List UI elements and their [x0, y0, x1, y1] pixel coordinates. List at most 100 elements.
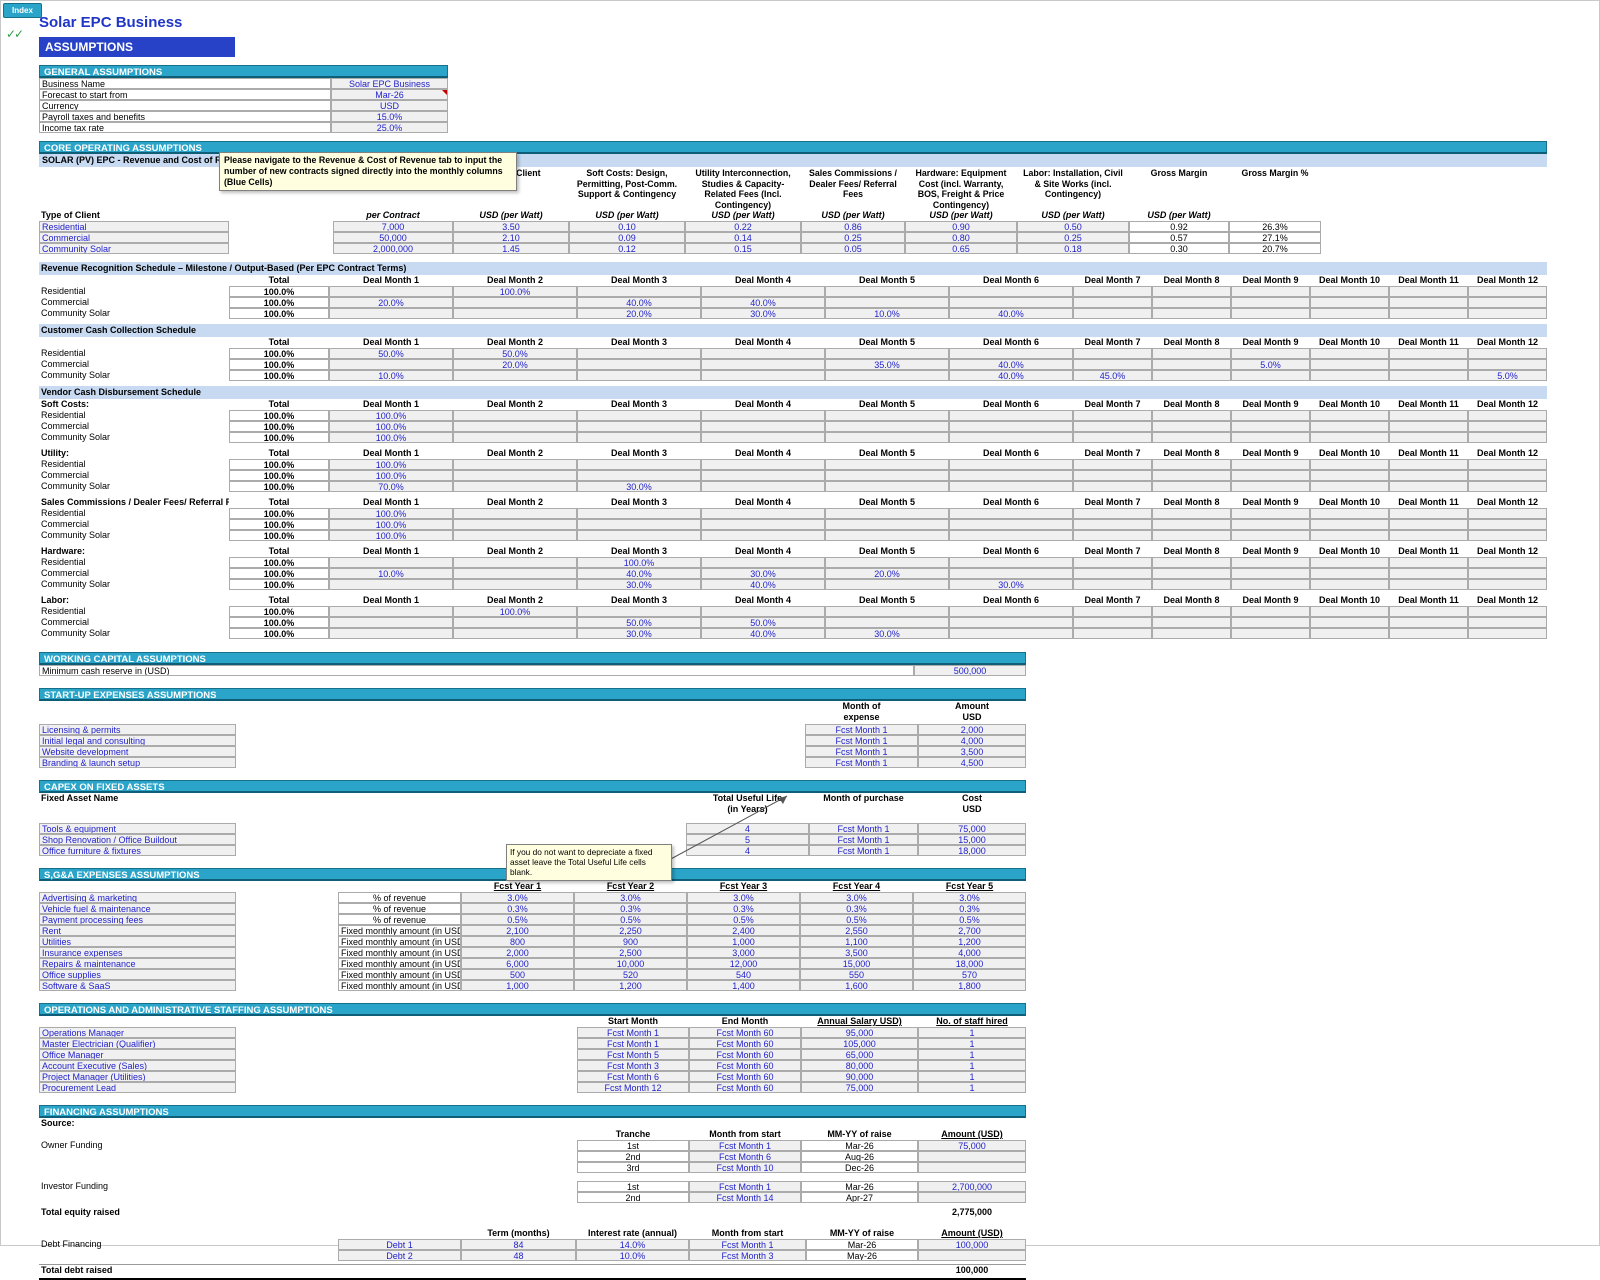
end-month-value[interactable]: Fcst Month 60	[689, 1082, 801, 1094]
month-value[interactable]	[1073, 508, 1152, 520]
month-value[interactable]	[1310, 286, 1389, 298]
cell-value[interactable]: 50,000	[333, 232, 453, 244]
month-value[interactable]: 100.0%	[453, 606, 577, 618]
month-value[interactable]	[1231, 470, 1310, 482]
month-value[interactable]: 100.0%	[329, 508, 453, 520]
month-value[interactable]	[1152, 579, 1231, 591]
year-value[interactable]: 1,000	[687, 936, 800, 948]
month-value[interactable]	[1310, 432, 1389, 444]
cost-value[interactable]: 75,000	[918, 823, 1026, 835]
month-value[interactable]	[825, 286, 949, 298]
month-value[interactable]	[453, 481, 577, 493]
month-value[interactable]	[1152, 308, 1231, 320]
month-value[interactable]	[1389, 628, 1468, 640]
month-value[interactable]	[453, 370, 577, 382]
month-value[interactable]	[453, 628, 577, 640]
row-label[interactable]: Repairs & maintenance	[39, 958, 236, 970]
end-month-value[interactable]: Fcst Month 60	[689, 1060, 801, 1072]
cell-value[interactable]: 15.0%	[331, 111, 448, 122]
month-value[interactable]	[1310, 459, 1389, 471]
month-value[interactable]: 40.0%	[701, 297, 825, 309]
month-value[interactable]	[1310, 481, 1389, 493]
year-value[interactable]: 18,000	[913, 958, 1026, 970]
month-value[interactable]: 50.0%	[453, 348, 577, 360]
month-value[interactable]	[329, 308, 453, 320]
amount-value[interactable]: 4,000	[918, 734, 1026, 746]
month-value[interactable]	[1310, 348, 1389, 360]
month-value[interactable]	[1389, 297, 1468, 309]
month-value[interactable]	[825, 297, 949, 309]
month-value[interactable]	[949, 432, 1073, 444]
month-value[interactable]	[453, 579, 577, 591]
month-value[interactable]	[701, 508, 825, 520]
row-label[interactable]: Branding & launch setup	[39, 756, 236, 768]
month-value[interactable]: Fcst Month 1	[805, 756, 918, 768]
year-value[interactable]: 1,200	[913, 936, 1026, 948]
cell-value[interactable]: 0.10	[569, 221, 685, 233]
month-value[interactable]	[1152, 410, 1231, 422]
month-value[interactable]	[1073, 557, 1152, 569]
month-value[interactable]	[1231, 628, 1310, 640]
month-value[interactable]: Fcst Month 1	[809, 845, 918, 857]
cell-value[interactable]: 0.50	[1017, 221, 1129, 233]
month-value[interactable]	[825, 432, 949, 444]
month-value[interactable]: 45.0%	[1073, 370, 1152, 382]
staff-count-value[interactable]: 1	[918, 1027, 1026, 1039]
month-value[interactable]	[1310, 606, 1389, 618]
month-value[interactable]	[949, 508, 1073, 520]
row-label[interactable]: Operations Manager	[39, 1027, 236, 1039]
month-value[interactable]	[1152, 297, 1231, 309]
month-value[interactable]	[1152, 459, 1231, 471]
amount-value[interactable]: 75,000	[918, 1140, 1026, 1152]
cell-value[interactable]: 0.09	[569, 232, 685, 244]
month-value[interactable]	[1468, 481, 1547, 493]
month-value[interactable]	[453, 519, 577, 531]
month-value[interactable]	[1231, 459, 1310, 471]
salary-value[interactable]: 75,000	[801, 1082, 918, 1094]
year-value[interactable]: 900	[574, 936, 687, 948]
month-value[interactable]: 40.0%	[949, 359, 1073, 371]
month-value[interactable]	[1389, 606, 1468, 618]
month-value[interactable]	[701, 286, 825, 298]
month-value[interactable]	[1231, 606, 1310, 618]
staff-count-value[interactable]: 1	[918, 1060, 1026, 1072]
month-value[interactable]	[1152, 568, 1231, 580]
month-value[interactable]	[949, 606, 1073, 618]
year-value[interactable]: 2,250	[574, 925, 687, 937]
month-value[interactable]	[949, 286, 1073, 298]
month-value[interactable]	[1389, 557, 1468, 569]
start-month-value[interactable]: Fcst Month 5	[577, 1049, 689, 1061]
month-value[interactable]	[701, 606, 825, 618]
month-value[interactable]	[1073, 410, 1152, 422]
month-value[interactable]: Fcst Month 1	[805, 745, 918, 757]
start-month-value[interactable]: Fcst Month 1	[577, 1038, 689, 1050]
year-value[interactable]: 0.3%	[574, 903, 687, 915]
month-value[interactable]	[1389, 508, 1468, 520]
start-month-value[interactable]: Fcst Month 3	[577, 1060, 689, 1072]
month-value[interactable]	[1468, 530, 1547, 542]
cell-value[interactable]: 0.15	[685, 243, 801, 255]
month-value[interactable]: Fcst Month 10	[689, 1162, 801, 1174]
cell-value[interactable]: 0.25	[801, 232, 905, 244]
month-value[interactable]: 50.0%	[701, 617, 825, 629]
row-label[interactable]: Software & SaaS	[39, 980, 236, 992]
month-value[interactable]	[577, 459, 701, 471]
row-label[interactable]: Community Solar	[39, 243, 229, 255]
month-value[interactable]	[1389, 359, 1468, 371]
month-value[interactable]	[1073, 297, 1152, 309]
year-value[interactable]: 0.5%	[687, 914, 800, 926]
month-value[interactable]: Fcst Month 1	[809, 834, 918, 846]
month-value[interactable]	[1468, 432, 1547, 444]
month-value[interactable]: 50.0%	[329, 348, 453, 360]
cell-value[interactable]: 1.45	[453, 243, 569, 255]
month-value[interactable]	[1310, 530, 1389, 542]
month-value[interactable]	[577, 508, 701, 520]
year-value[interactable]: 0.5%	[800, 914, 913, 926]
term-value[interactable]: 48	[461, 1250, 576, 1262]
year-value[interactable]: 1,800	[913, 980, 1026, 992]
amount-value[interactable]	[918, 1151, 1026, 1163]
month-value[interactable]	[949, 348, 1073, 360]
month-value[interactable]	[1152, 359, 1231, 371]
year-value[interactable]: 3,500	[800, 947, 913, 959]
month-value[interactable]: 100.0%	[453, 286, 577, 298]
